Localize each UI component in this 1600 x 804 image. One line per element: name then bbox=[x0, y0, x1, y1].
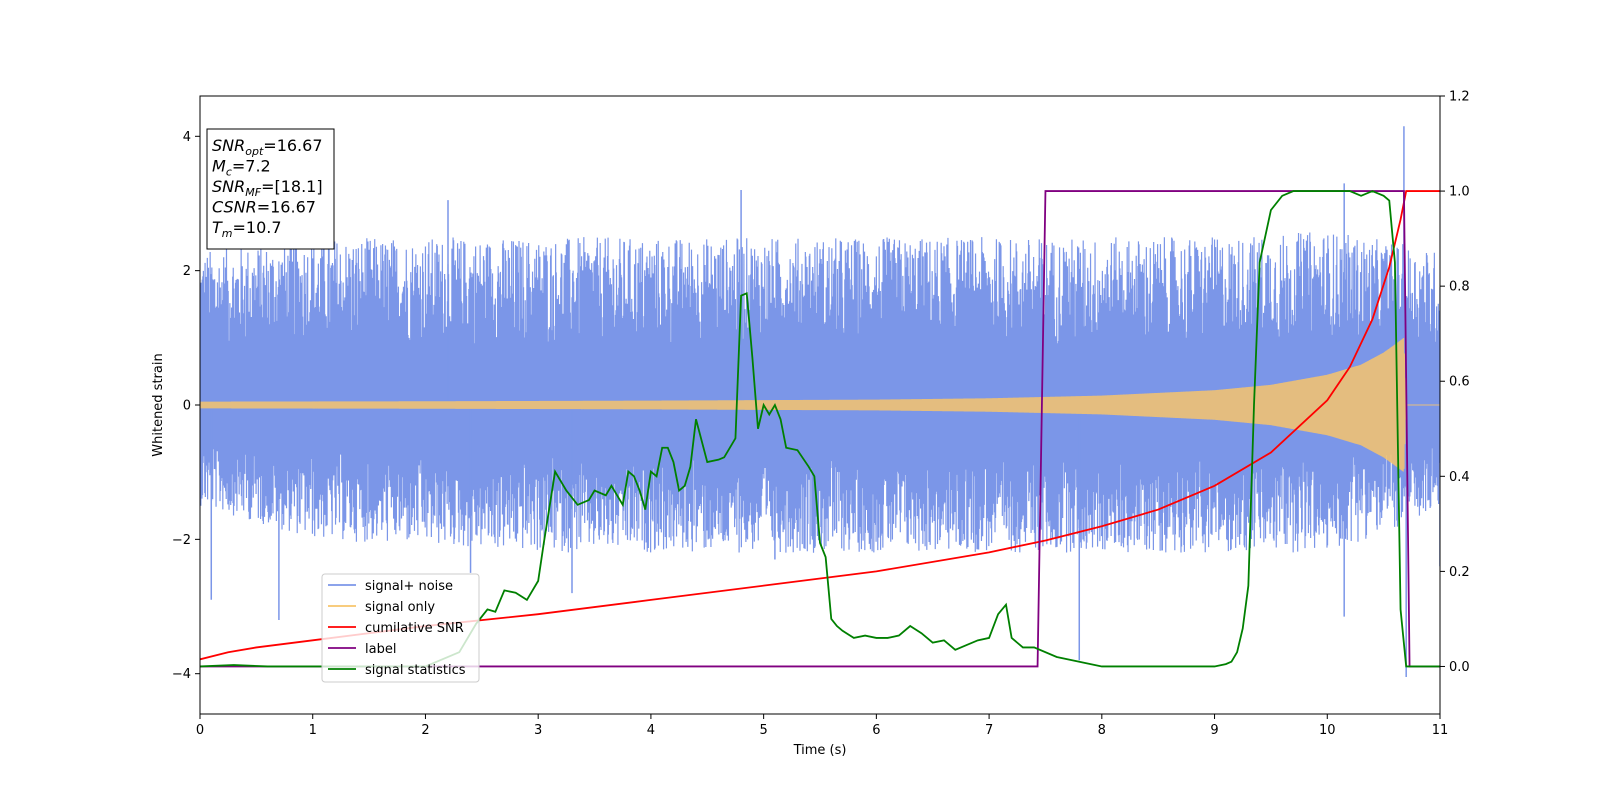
y-right-tick-label: 1.0 bbox=[1449, 185, 1470, 200]
x-tick-label: 11 bbox=[1432, 723, 1449, 738]
info-box-line: CSNR=16.67 bbox=[212, 198, 316, 217]
signal-only-layer bbox=[200, 338, 1440, 472]
y-right-tick-label: 0.6 bbox=[1449, 375, 1470, 390]
y-right-tick-label: 0.8 bbox=[1449, 280, 1470, 295]
y-left-tick-label: −2 bbox=[172, 533, 191, 548]
signal-only-line bbox=[200, 338, 1440, 472]
y-right-tick-label: 0.0 bbox=[1449, 660, 1470, 675]
info-box: SNRopt=16.67Mc=7.2SNRMF=[18.1]CSNR=16.67… bbox=[206, 128, 335, 250]
x-axis: 0 1 2 3 4 5 6 7 8 9 10 11 bbox=[196, 714, 1448, 738]
y-left-tick-label: 2 bbox=[183, 264, 191, 279]
y-axis-title: Whitened strain bbox=[151, 353, 166, 456]
info-box-line: SNRMF=[18.1] bbox=[212, 177, 323, 199]
y-right-tick-label: 0.2 bbox=[1449, 565, 1470, 580]
x-tick-label: 10 bbox=[1319, 723, 1336, 738]
info-box-line: SNRopt=16.67 bbox=[212, 136, 323, 158]
y-left-tick-label: −4 bbox=[172, 667, 191, 682]
legend-label: signal only bbox=[365, 600, 435, 615]
y-right-tick-label: 0.4 bbox=[1449, 470, 1470, 485]
signal-statistics-line bbox=[200, 190, 1440, 668]
x-tick-label: 1 bbox=[309, 723, 317, 738]
x-tick-label: 4 bbox=[647, 723, 655, 738]
legend-frame bbox=[321, 573, 480, 683]
x-tick-label: 9 bbox=[1210, 723, 1218, 738]
y-axis-left: 4 2 0 −2 −4 bbox=[172, 130, 200, 682]
y-axis-right: 1.2 1.0 0.8 0.6 0.4 0.2 0.0 bbox=[1440, 90, 1470, 675]
info-box-frame bbox=[206, 128, 335, 250]
legend-label: signal+ noise bbox=[365, 579, 453, 594]
info-box-line: Mc=7.2 bbox=[212, 157, 271, 179]
y-right-tick-label: 1.2 bbox=[1449, 90, 1470, 105]
y-left-tick-label: 0 bbox=[183, 399, 191, 414]
x-tick-label: 2 bbox=[421, 723, 429, 738]
x-tick-label: 8 bbox=[1098, 723, 1106, 738]
x-tick-label: 5 bbox=[759, 723, 767, 738]
x-tick-label: 7 bbox=[985, 723, 993, 738]
y-left-tick-label: 4 bbox=[183, 130, 191, 145]
legend-label: label bbox=[365, 642, 396, 657]
legend-label: signal statistics bbox=[365, 663, 466, 678]
x-axis-title: Time (s) bbox=[793, 743, 847, 758]
legend: signal+ noise signal only cumilative SNR la… bbox=[321, 573, 480, 683]
x-tick-label: 6 bbox=[872, 723, 880, 738]
x-tick-label: 3 bbox=[534, 723, 542, 738]
x-tick-label: 0 bbox=[196, 723, 204, 738]
info-box-line: Tm=10.7 bbox=[212, 218, 282, 240]
legend-label: cumilative SNR bbox=[365, 621, 464, 636]
